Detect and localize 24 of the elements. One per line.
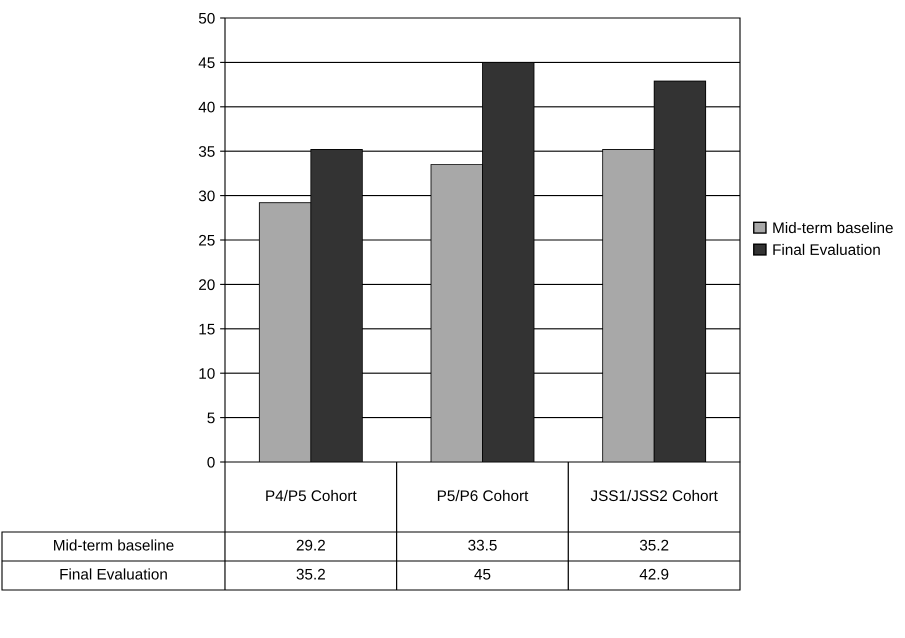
text: Final Evaluation: [60, 568, 167, 580]
y-tick-label: 15: [199, 324, 215, 334]
y-tick-label: 10: [199, 368, 215, 379]
y-tick-label: 5: [207, 412, 215, 424]
data-label: 35.2: [640, 540, 668, 551]
data-label: 33.5: [468, 540, 497, 551]
legend-label: Mid-term baseline: [773, 222, 893, 234]
data-label: 35.2: [296, 568, 325, 580]
y-tick-label: 0: [207, 456, 215, 468]
x-tick-label: JSS1/JSS2 Cohort: [590, 490, 718, 502]
y-tick-label: 50: [198, 12, 215, 24]
text: Mid-term baseline: [54, 539, 174, 551]
x-tick-label: P4/P5 Cohort: [266, 490, 357, 502]
y-tick-label: 25: [199, 234, 215, 246]
y-tick-label: 30: [198, 190, 215, 202]
legend-label: Final Evaluation: [773, 244, 880, 256]
y-tick-label: 35: [198, 146, 215, 157]
data-label: 42.9: [640, 568, 668, 580]
data-label: 29.2: [296, 540, 325, 551]
y-tick-label: 45: [198, 57, 215, 68]
y-tick-label: 40: [198, 102, 215, 112]
data-label: 45: [474, 568, 490, 580]
y-tick-label: 20: [199, 279, 215, 290]
x-tick-label: P5/P6 Cohort: [438, 490, 528, 502]
